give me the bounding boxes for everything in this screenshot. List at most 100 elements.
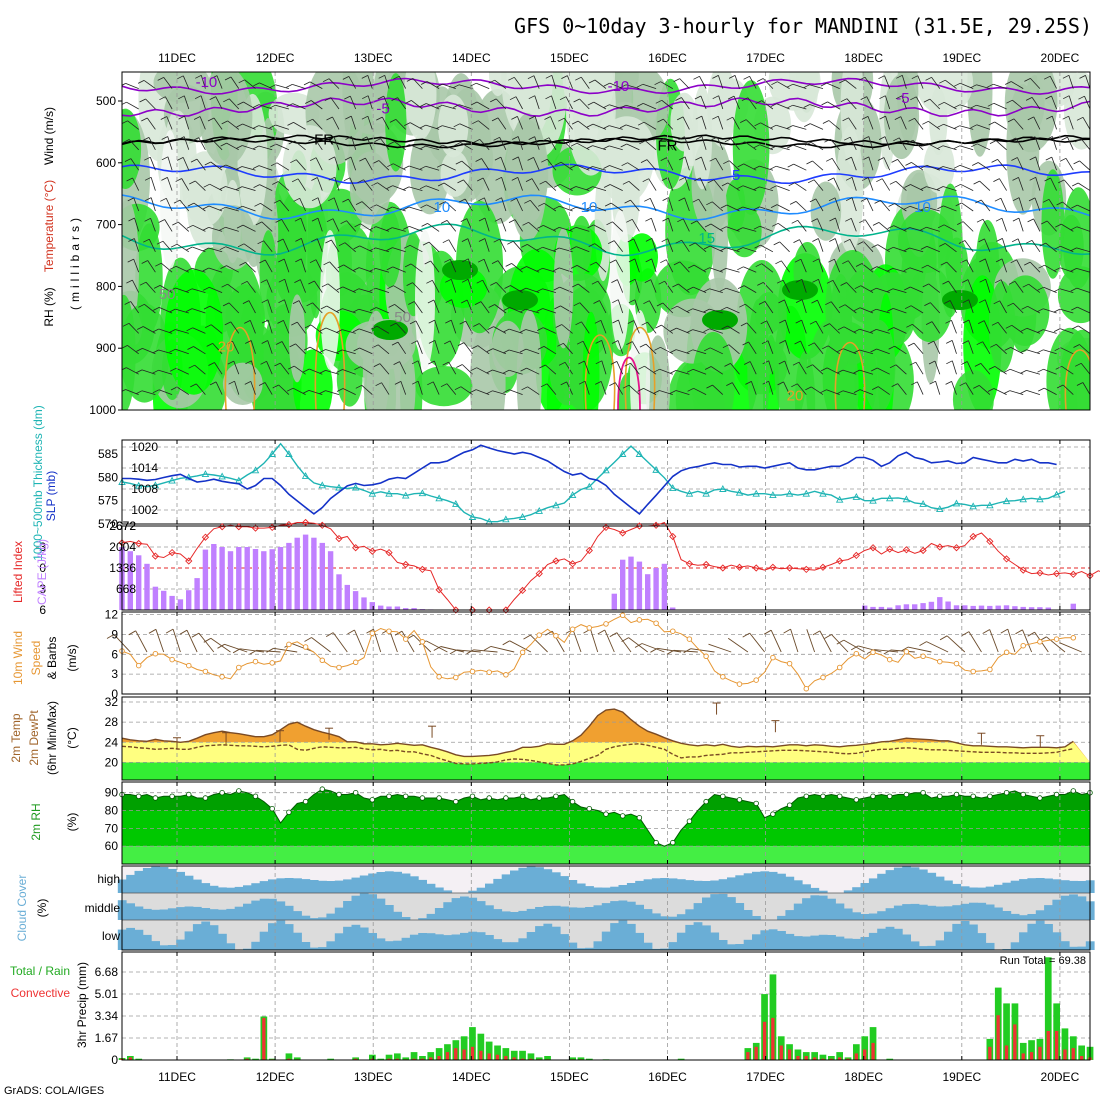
- wind-barb: [1044, 387, 1057, 395]
- wind10-tick-0: 0: [111, 687, 118, 701]
- precip-conv-bar: [1071, 1048, 1075, 1060]
- rh-core: [942, 290, 978, 310]
- cloud-cell: [810, 895, 820, 920]
- wind-barb-flag: [186, 327, 193, 332]
- wind-barb-flag: [141, 117, 148, 122]
- wind-barb: [799, 239, 807, 252]
- wind-barb-flag: [624, 362, 631, 367]
- wind-barb: [460, 142, 473, 151]
- wind10-barb-flag: [366, 628, 374, 634]
- panel-frame: [121, 781, 1091, 865]
- thickness-point: [435, 494, 443, 502]
- wind-barb-flag: [545, 95, 552, 100]
- contour-label: -5: [896, 90, 909, 107]
- wind-barb-flag: [123, 139, 130, 143]
- rh-gap: [320, 230, 340, 370]
- wind-barb-flag: [1055, 365, 1062, 370]
- li-tick--3: -3: [35, 540, 46, 554]
- wind-barb-flag: [859, 219, 866, 224]
- wind-barb: [166, 116, 173, 130]
- wind-barb-flag: [302, 390, 310, 394]
- wind-barb-flag: [557, 342, 564, 347]
- wind-barb-flag: [126, 279, 133, 284]
- precip-conv-bar: [1080, 1056, 1084, 1060]
- cape-bar: [995, 605, 1001, 610]
- cape-bar: [1045, 607, 1051, 610]
- li-point: [969, 532, 977, 541]
- wind-barb: [195, 180, 206, 191]
- wind-barb: [759, 165, 774, 171]
- wind-barb-flag: [978, 238, 985, 243]
- wind-barb: [122, 394, 123, 395]
- wind-barb-flag: [391, 341, 399, 346]
- pressure-tick-600: 600: [96, 156, 116, 170]
- wind-barb: [951, 381, 957, 395]
- wind-barb-flag: [970, 84, 977, 89]
- top-date-14DEC: 14DEC: [452, 51, 491, 65]
- wind-barb-flag: [909, 361, 916, 366]
- cloud-cell: [268, 879, 277, 893]
- wind-barb-flag: [642, 178, 649, 183]
- cloud-cell: [785, 933, 795, 950]
- wind-barb: [847, 260, 857, 273]
- li-point: [952, 544, 961, 552]
- cloud-cell: [426, 883, 436, 893]
- wind-barb-flag: [503, 389, 510, 394]
- wind-barb-flag: [269, 84, 276, 89]
- thickness-point: [568, 491, 577, 499]
- wind-barb: [1035, 177, 1041, 191]
- wind-barb: [909, 227, 924, 232]
- cloud-cell: [610, 886, 619, 893]
- wind-barb-flag: [124, 158, 132, 162]
- cloud-cell: [318, 947, 327, 950]
- wind-barb: [358, 328, 373, 334]
- cloud-cell: [885, 870, 895, 893]
- wind-barb: [594, 243, 607, 253]
- cloud-cell: [860, 937, 870, 950]
- wind10-barb: [401, 630, 415, 653]
- wind-barb-flag: [522, 221, 529, 226]
- wind-barb: [412, 282, 423, 293]
- wind-barb: [527, 386, 540, 395]
- wind-barb-flag: [527, 157, 534, 161]
- wind-barb: [212, 139, 223, 151]
- wind-barb-flag: [477, 258, 485, 263]
- wind-barb-flag: [512, 136, 519, 140]
- wind-barb-flag: [519, 348, 527, 353]
- wind-barb: [459, 123, 473, 130]
- wind-barb: [417, 360, 423, 375]
- wind10-point: [453, 674, 459, 681]
- wind-barb-flag: [661, 177, 669, 181]
- wind-barb: [759, 186, 774, 191]
- li-point: [836, 557, 844, 565]
- contour-label: FR: [314, 131, 334, 148]
- wind-barb: [842, 390, 857, 395]
- wind-barb-flag: [758, 301, 766, 305]
- wind-barb-flag: [144, 217, 151, 222]
- wind10-barb-flag: [1000, 628, 1009, 634]
- wind-barb-flag: [190, 158, 198, 163]
- wind-barb-flag: [720, 287, 727, 292]
- cloud-cell: [176, 871, 185, 893]
- wind-barb-flag: [639, 140, 646, 145]
- wind-barb: [1061, 223, 1074, 232]
- cloud-cell: [969, 902, 978, 920]
- wind-barb-flag: [709, 157, 716, 162]
- cape-bar: [1028, 607, 1035, 610]
- cloud-cell: [301, 942, 311, 950]
- wind10-barb-flag: [609, 632, 618, 638]
- wind10-barb-flag: [900, 646, 909, 652]
- precip-total-bar: [427, 1052, 435, 1060]
- cloud-cell: [326, 881, 336, 893]
- wind-barb-flag: [921, 264, 928, 269]
- wind-barb: [609, 165, 623, 171]
- wind-barb: [215, 96, 223, 110]
- wind-barb: [534, 95, 540, 110]
- wind-barb: [451, 299, 457, 314]
- bottom-date-16DEC: 16DEC: [648, 1070, 687, 1084]
- top-date-18DEC: 18DEC: [844, 51, 883, 65]
- wind-barb: [1067, 136, 1074, 150]
- wind-barb-flag: [586, 145, 593, 149]
- rh-blob: [516, 309, 542, 410]
- dewpt2m-axis-label: 2m DewPt: [27, 710, 41, 766]
